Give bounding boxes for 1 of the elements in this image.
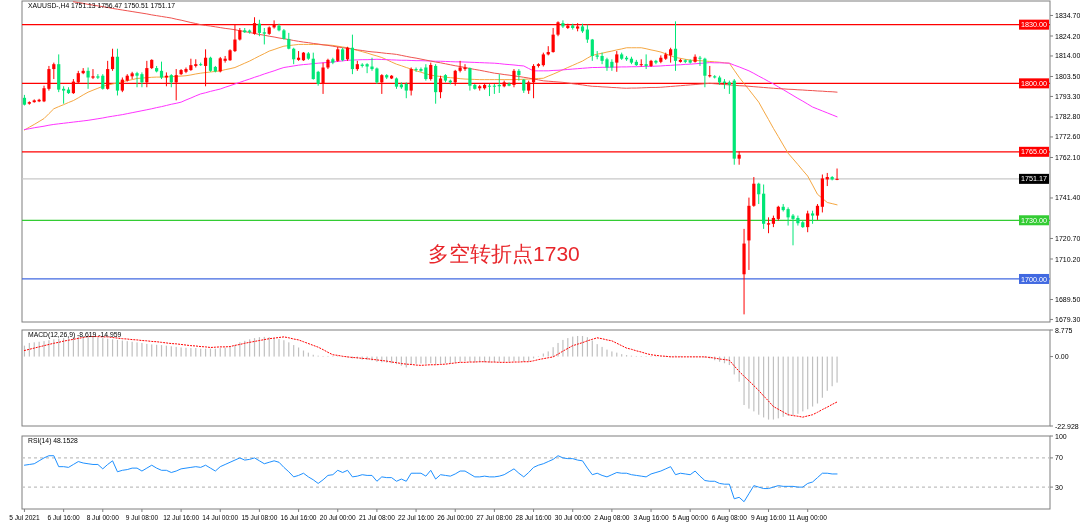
annotation: 多空转折点1730 [428, 242, 580, 266]
